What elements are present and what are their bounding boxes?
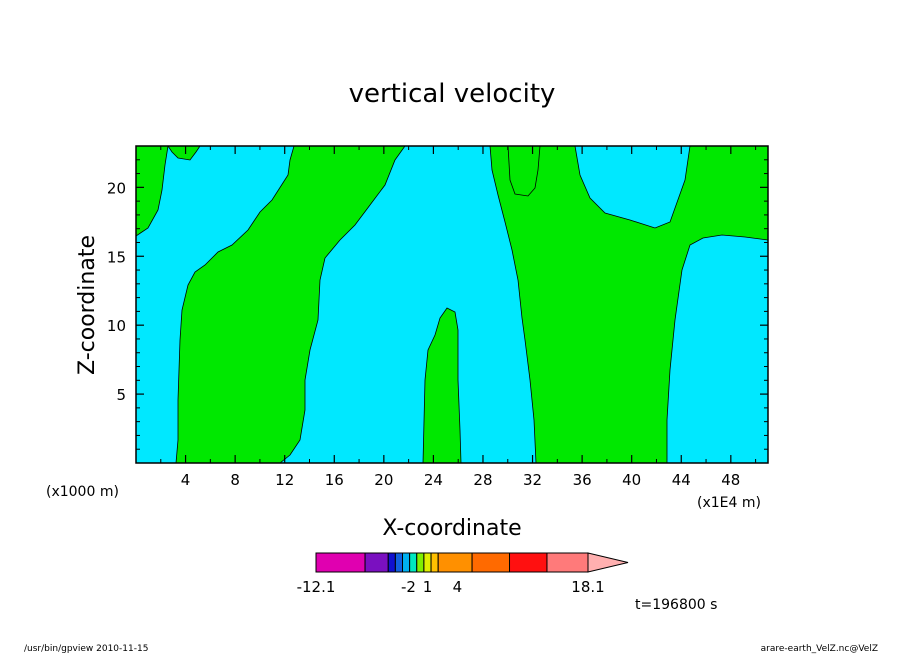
colorbar-segment — [402, 552, 411, 573]
colorbar-segment — [364, 552, 389, 573]
colorbar-label: 18.1 — [571, 578, 604, 596]
x-tick-label: 28 — [473, 471, 492, 489]
colorbar-segment — [471, 552, 511, 573]
colorbar-extend-arrow — [587, 552, 629, 573]
plot-area — [136, 146, 768, 463]
x-tick-label: 8 — [230, 471, 240, 489]
colorbar-labels: -12.1 -2 1 4 18.1 — [297, 578, 605, 596]
colorbar-segment — [409, 552, 418, 573]
y-tick-label: 5 — [116, 386, 126, 404]
colorbar-segment — [437, 552, 473, 573]
x-axis-label: X-coordinate — [382, 516, 521, 541]
colorbar-label: 1 — [423, 578, 433, 596]
y-tick-label: 10 — [107, 317, 126, 335]
time-label: t=196800 s — [635, 597, 717, 613]
x-tick-label: 32 — [523, 471, 542, 489]
footer-left: /usr/bin/gpview 2010-11-15 — [24, 644, 148, 654]
x-tick-label: 36 — [573, 471, 592, 489]
x-unit-right: (x1E4 m) — [697, 495, 761, 511]
colorbar-label: 4 — [453, 578, 463, 596]
y-axis: 5 10 15 20 — [107, 159, 768, 450]
positive-region-bump — [507, 146, 541, 197]
colorbar — [315, 552, 629, 573]
y-tick-label: 20 — [107, 179, 126, 197]
colorbar-segment — [416, 552, 425, 573]
x-tick-label: 4 — [181, 471, 191, 489]
colorbar-segment — [315, 552, 366, 573]
plot-frame — [135, 145, 769, 464]
x-tick-label: 20 — [374, 471, 393, 489]
colorbar-label: -12.1 — [297, 578, 336, 596]
colorbar-segment — [430, 552, 439, 573]
x-tick-label: 48 — [721, 471, 740, 489]
chart-title: vertical velocity — [349, 79, 556, 109]
colorbar-segment — [509, 552, 548, 573]
x-tick-label: 40 — [622, 471, 641, 489]
y-axis-label: Z-coordinate — [75, 235, 100, 375]
x-tick-label: 24 — [424, 471, 443, 489]
footer-right: arare-earth_VelZ.nc@VelZ — [761, 644, 878, 654]
x-tick-label: 12 — [275, 471, 294, 489]
x-unit-left: (x1000 m) — [46, 484, 119, 500]
y-tick-label: 15 — [107, 248, 126, 266]
colorbar-segment — [394, 552, 404, 573]
x-axis: 4 8 12 16 20 24 28 32 36 40 44 48 — [160, 146, 757, 489]
colorbar-label: -2 — [401, 578, 416, 596]
positive-region-right — [489, 146, 768, 463]
colorbar-segment — [387, 552, 396, 573]
positive-region-left — [136, 146, 406, 463]
colorbar-segment — [546, 552, 589, 573]
colorbar-segment — [423, 552, 432, 573]
positive-region-left-corner — [136, 146, 169, 237]
x-tick-label: 16 — [325, 471, 344, 489]
positive-region-middle — [422, 307, 462, 463]
x-tick-label: 44 — [672, 471, 691, 489]
